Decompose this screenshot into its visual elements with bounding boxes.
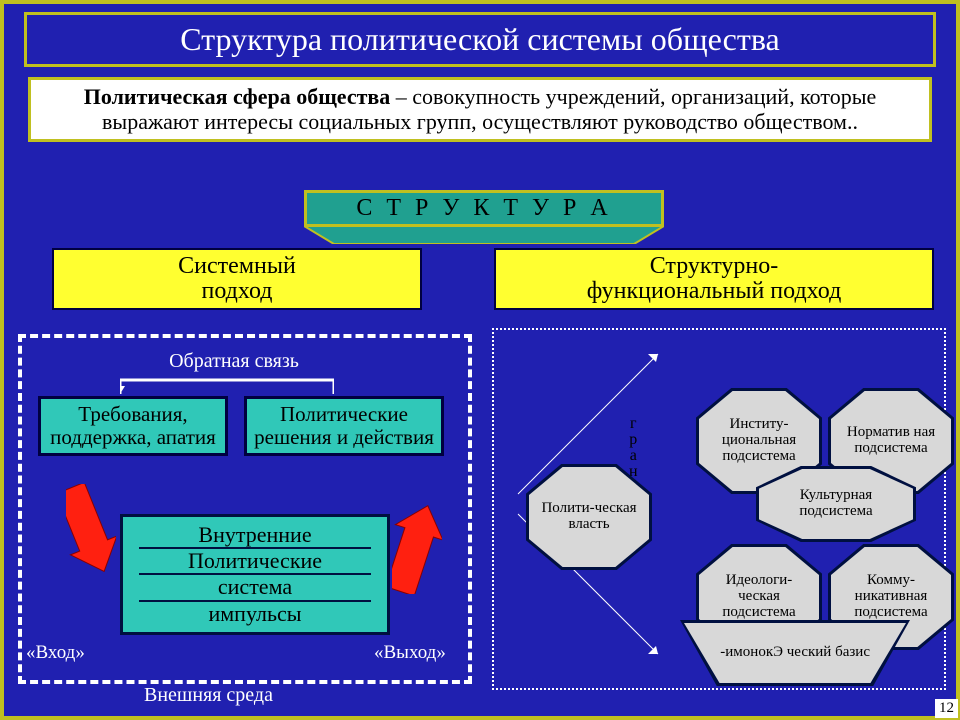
oct-cultural: Культурная подсистема [759, 469, 913, 539]
decisions-box: Политические решения и действия [244, 396, 444, 456]
sys-line1: Внутренние [139, 523, 371, 549]
feedback-arrow-line [120, 376, 334, 396]
environment-label: Внешняя среда [144, 684, 273, 707]
input-arrow [66, 484, 116, 594]
approach-right-line1: Структурно- [504, 254, 924, 279]
approach-left-line2: подход [62, 279, 412, 304]
approach-structural: Структурно- функциональный подход [494, 248, 934, 310]
feedback-label: Обратная связь [124, 350, 344, 373]
trap-econ-text: -имонокЭ ческий базис [720, 646, 870, 661]
output-arrow [392, 484, 442, 594]
requirements-box: Требования, поддержка, апатия [38, 396, 228, 456]
structure-label: С Т Р У К Т У Р А [304, 190, 664, 227]
input-label: «Вход» [26, 642, 85, 664]
system-box: Внутренние Политические система импульсы [120, 514, 390, 635]
definition-box: Политическая сфера общества – совокупнос… [28, 77, 932, 142]
output-label: «Выход» [374, 642, 446, 664]
sys-line3: система [139, 575, 371, 601]
definition-lead: Политическая сфера общества [84, 84, 391, 109]
trapezoid-economic: -имонокЭ ческий базис [684, 623, 906, 683]
structure-arrow [304, 226, 664, 244]
sys-line4: импульсы [139, 602, 371, 626]
approach-left-line1: Системный [62, 254, 412, 279]
approach-systemic: Системный подход [52, 248, 422, 310]
main-title: Структура политической системы общества [24, 12, 936, 67]
approach-right-line2: функциональный подход [504, 279, 924, 304]
oct-power: Полити-ческая власть [529, 467, 649, 567]
page-number: 12 [935, 699, 958, 718]
sys-line2: Политические [139, 549, 371, 575]
